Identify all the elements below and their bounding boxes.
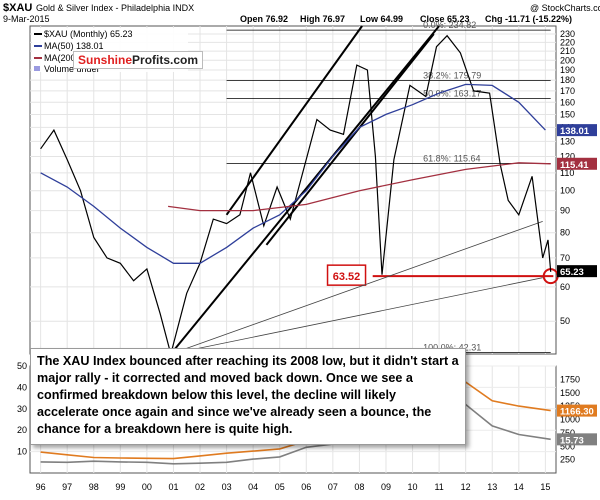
- brand-part2: Profits.com: [132, 53, 199, 67]
- x-tick-label: 05: [275, 482, 285, 492]
- trendline: [170, 25, 440, 355]
- price-tag-text: 65.23: [560, 267, 584, 278]
- price-y-tick: 200: [560, 55, 575, 65]
- fib-label: 50.0%: 163.17: [423, 89, 481, 99]
- lower-right-tick: 1750: [560, 374, 580, 384]
- lower-right-tick: 750: [560, 428, 575, 438]
- x-tick-label: 96: [36, 482, 46, 492]
- header-open: Open 76.92: [240, 14, 288, 24]
- price-y-tick: 90: [560, 206, 570, 216]
- price-tags: 138.01 115.41 65.23 1166.30 15.73: [557, 124, 597, 446]
- lower-price-tag-text: 15.73: [560, 435, 584, 446]
- x-tick-label: 00: [142, 482, 152, 492]
- price-y-tick: 170: [560, 86, 575, 96]
- price-y-tick: 180: [560, 75, 575, 85]
- x-tick-label: 98: [89, 482, 99, 492]
- legend-ma50: MA(50) 138.01: [44, 41, 104, 51]
- price-y-tick: 70: [560, 253, 570, 263]
- support-label-box: [326, 264, 367, 286]
- header-close: Close 65.23: [420, 14, 470, 24]
- price-tag-bg: [557, 265, 597, 278]
- price-y-tick: 150: [560, 109, 575, 119]
- x-tick-label: 02: [195, 482, 205, 492]
- price-tag-text: 138.01: [560, 126, 590, 137]
- fib-label: 0.0%: 234.82: [423, 20, 476, 30]
- header-name: Gold & Silver Index - Philadelphia INDX: [36, 3, 194, 13]
- x-tick-label: 10: [408, 482, 418, 492]
- x-tick-label: 14: [514, 482, 524, 492]
- x-tick-label: 06: [301, 482, 311, 492]
- price-y-tick: 160: [560, 97, 575, 107]
- brand-logo: SunshineProfits.com: [73, 51, 204, 69]
- x-tick-label: 04: [248, 482, 258, 492]
- x-tick-label: 15: [540, 482, 550, 492]
- lower-right-tick: 250: [560, 455, 575, 465]
- header-symbol: $XAU: [3, 2, 32, 14]
- x-tick-label: 03: [222, 482, 232, 492]
- x-tick-label: 13: [487, 482, 497, 492]
- price-y-tick: 220: [560, 37, 575, 47]
- legend-volume-swatch: [34, 66, 40, 71]
- header-chg: Chg -11.71 (-15.22%): [485, 14, 572, 24]
- lower-right-tick: 1000: [560, 415, 580, 425]
- x-tick-label: 08: [354, 482, 364, 492]
- lower-left-tick: 40: [17, 382, 27, 392]
- trendline: [225, 25, 363, 216]
- support-label: 63.52: [333, 271, 361, 283]
- fib-levels: 0.0%: 234.82 38.2%: 179.79 50.0%: 163.17 61…: [226, 20, 559, 354]
- lower-left-tick: 30: [17, 404, 27, 414]
- price-y-tick: 190: [560, 65, 575, 75]
- fib-label: 38.2%: 179.79: [423, 70, 481, 80]
- price-y-tick: 100: [560, 186, 575, 196]
- price-y-tick: 80: [560, 228, 570, 238]
- price-y-tick: 230: [560, 29, 575, 39]
- header-date: 9-Mar-2015: [3, 14, 50, 24]
- price-tag-bg: [557, 157, 597, 170]
- lower-left-tick: 20: [17, 425, 27, 435]
- header-low: Low 64.99: [360, 14, 403, 24]
- lower-price-tag-bg: [557, 433, 597, 446]
- header-credit: @ StockCharts.com: [530, 3, 600, 13]
- price-y-tick: 60: [560, 282, 570, 292]
- price-tag-bg: [557, 124, 597, 137]
- price-line: [40, 34, 552, 357]
- price-y-tick: 50: [560, 316, 570, 326]
- trendline: [265, 33, 435, 246]
- price-y-tick: 120: [560, 151, 575, 161]
- x-tick-label: 99: [115, 482, 125, 492]
- legend-main: $XAU (Monthly) 65.23: [44, 29, 133, 39]
- axes: 2302202102001901801701601501401301201101…: [17, 29, 580, 492]
- header-high: High 76.97: [300, 14, 345, 24]
- x-tick-label: 01: [168, 482, 178, 492]
- x-tick-label: 12: [461, 482, 471, 492]
- price-y-tick: 110: [560, 168, 574, 178]
- x-tick-label: 09: [381, 482, 391, 492]
- annotation-note: The XAU Index bounced after reaching its…: [30, 348, 466, 445]
- price-tag-text: 115.41: [560, 160, 589, 171]
- lower-price-tag-bg: [557, 404, 597, 417]
- fib-label: 61.8%: 115.64: [423, 153, 480, 163]
- legend-volume: Volume undef: [44, 64, 100, 74]
- lower-right-tick: 500: [560, 441, 575, 451]
- lower-price-tag-text: 1166.30: [560, 407, 594, 418]
- lower-left-tick: 50: [17, 361, 27, 371]
- price-series: [40, 34, 552, 357]
- lower-right-tick: 1500: [560, 388, 580, 398]
- trendline: [170, 277, 543, 355]
- trendline: [170, 220, 543, 355]
- lower-left-tick: 10: [17, 447, 27, 457]
- price-y-tick: 130: [560, 136, 575, 146]
- fib-label: 100.0%: 42.31: [423, 343, 481, 353]
- x-tick-label: 07: [328, 482, 338, 492]
- brand-part1: Sunshine: [78, 53, 133, 67]
- price-y-tick: 210: [560, 46, 575, 56]
- x-tick-label: 97: [62, 482, 72, 492]
- ma200-line: [168, 162, 551, 212]
- x-tick-label: 11: [434, 482, 443, 492]
- trendlines: [170, 25, 543, 355]
- ma50-line: [40, 83, 546, 264]
